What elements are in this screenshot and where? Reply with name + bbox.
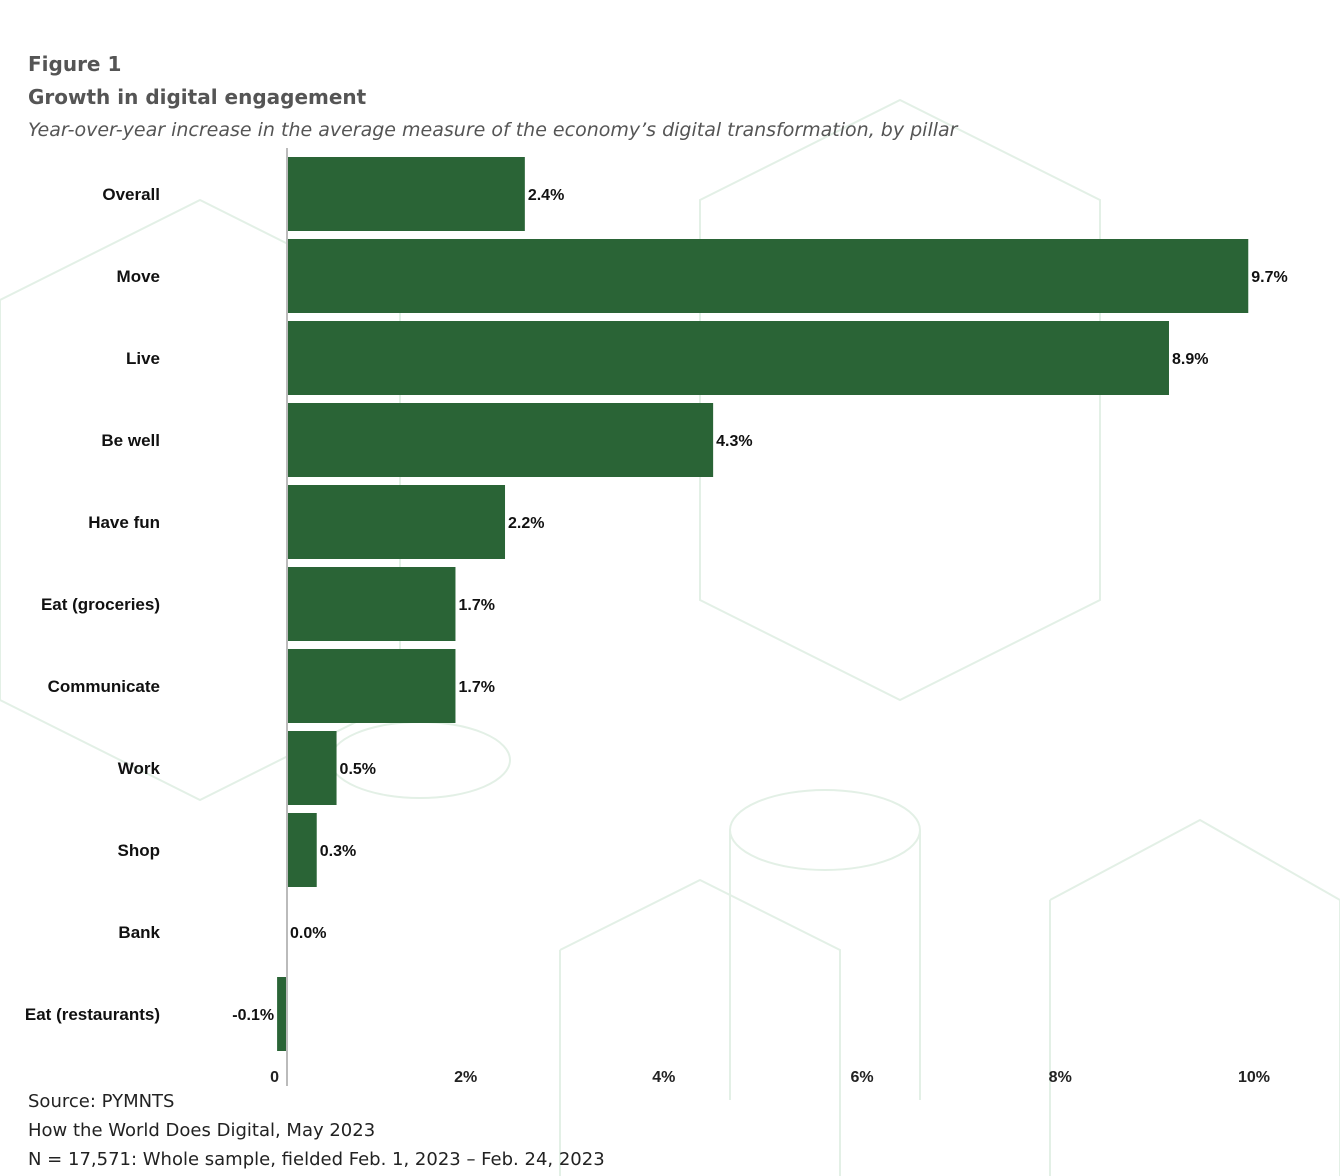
bar [287, 403, 714, 477]
category-label: Live [126, 349, 160, 368]
value-label: 0.5% [340, 761, 376, 778]
value-label: 8.9% [1172, 351, 1208, 368]
category-label: Eat (groceries) [41, 595, 160, 614]
bar [287, 731, 337, 805]
bar [287, 485, 506, 559]
category-label: Eat (restaurants) [25, 1005, 160, 1024]
report-note: How the World Does Digital, May 2023 [28, 1120, 376, 1141]
value-label: 9.7% [1251, 269, 1287, 286]
category-label: Bank [118, 923, 160, 942]
category-label: Move [117, 267, 160, 286]
value-label: 4.3% [716, 433, 752, 450]
value-label: 1.7% [458, 597, 494, 614]
category-label: Be well [101, 431, 160, 450]
category-label: Work [118, 759, 161, 778]
source-note: Source: PYMNTS [28, 1091, 175, 1112]
x-tick-label: 2% [454, 1069, 477, 1086]
category-label: Have fun [88, 513, 160, 532]
value-label: 2.2% [508, 515, 544, 532]
chart-subtitle: Year-over-year increase in the average m… [28, 119, 958, 141]
x-tick-label: 6% [850, 1069, 873, 1086]
category-label: Overall [102, 185, 160, 204]
sample-note: N = 17,571: Whole sample, fielded Feb. 1… [28, 1149, 605, 1170]
value-label: -0.1% [232, 1007, 274, 1024]
bar [287, 567, 456, 641]
bar [287, 157, 525, 231]
category-label: Communicate [48, 677, 160, 696]
x-tick-label: 8% [1049, 1069, 1072, 1086]
bar [287, 239, 1249, 313]
x-tick-label: 0 [270, 1069, 279, 1086]
bar [287, 321, 1169, 395]
figure-label: Figure 1 [28, 52, 122, 76]
value-label: 1.7% [458, 679, 494, 696]
category-label: Shop [118, 841, 161, 860]
bar [287, 813, 317, 887]
chart-title: Growth in digital engagement [28, 85, 367, 109]
value-label: 2.4% [528, 187, 564, 204]
value-label: 0.0% [290, 925, 326, 942]
x-tick-label: 10% [1238, 1069, 1270, 1086]
value-label: 0.3% [320, 843, 356, 860]
x-tick-label: 4% [652, 1069, 675, 1086]
bar [287, 649, 456, 723]
bar [277, 977, 287, 1051]
